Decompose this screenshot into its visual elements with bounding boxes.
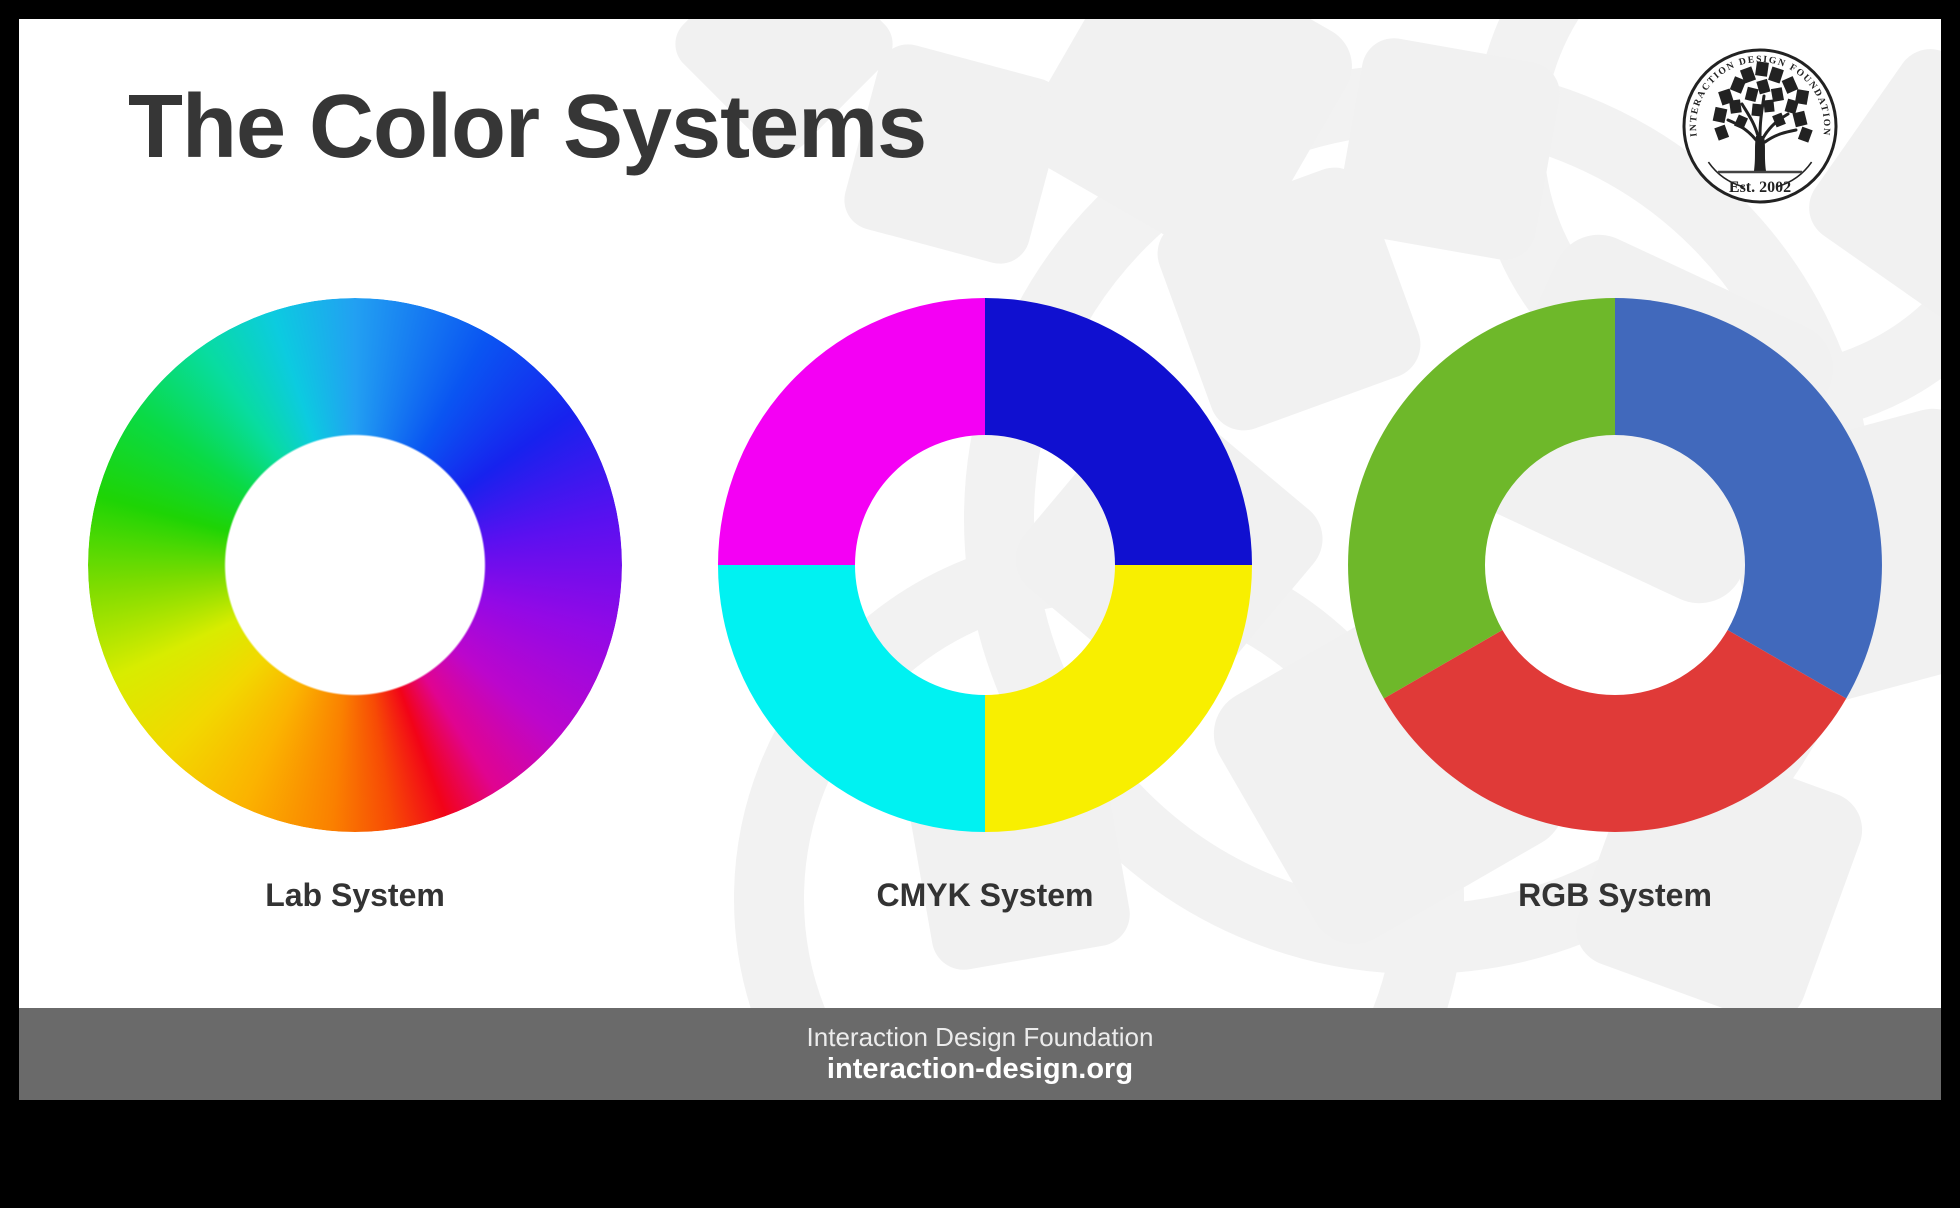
cmyk-segment-magenta (718, 298, 985, 565)
idf-logo-seal: INTERACTION DESIGN FOUNDATION (1682, 48, 1838, 204)
footer-org-name: Interaction Design Foundation (806, 1022, 1154, 1052)
rgb-segment-red (1383, 630, 1847, 832)
cmyk-segment-cyan (718, 565, 985, 832)
lab-wheel (88, 298, 622, 832)
cmyk-wheel (718, 298, 1252, 832)
footer-bar: Interaction Design Foundation interactio… (19, 1008, 1941, 1100)
logo-est-text: Est. 2002 (1729, 179, 1791, 196)
lab-wheel-ring (88, 298, 622, 832)
slide: The Color Systems INTERACTION DESIGN FOU… (19, 19, 1941, 1100)
footer-website: interaction-design.org (826, 1053, 1134, 1085)
cmyk-segment-blue (985, 298, 1252, 565)
page-title: The Color Systems (128, 77, 927, 177)
cmyk-wheel-label: CMYK System (876, 877, 1094, 913)
tree-icon (1712, 61, 1813, 174)
cmyk-segment-yellow (985, 565, 1252, 832)
rgb-segment-blue (1615, 298, 1882, 699)
lab-wheel-label: Lab System (265, 877, 445, 913)
rgb-segment-green (1348, 298, 1615, 699)
rgb-wheel-label: RGB System (1518, 877, 1712, 913)
rgb-wheel (1348, 298, 1882, 832)
